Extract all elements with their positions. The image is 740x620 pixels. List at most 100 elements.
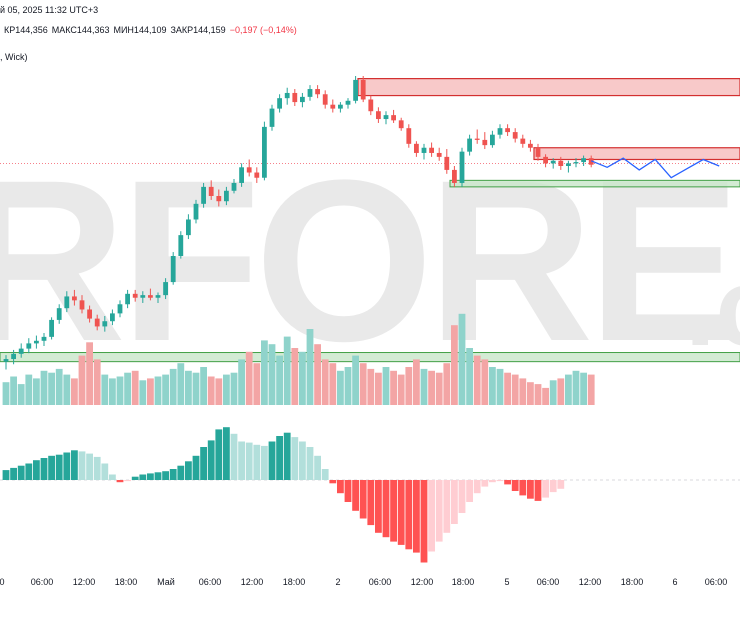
volume-bar — [223, 374, 230, 405]
histogram-bar — [299, 441, 306, 480]
candle — [345, 98, 351, 109]
candle-body — [482, 139, 488, 146]
ohlc-2: МИН144,109 — [113, 25, 167, 35]
candle-body — [490, 134, 495, 146]
candle-body — [292, 92, 298, 103]
candle — [376, 107, 381, 123]
histogram-bar — [542, 480, 549, 498]
volume-bar — [101, 374, 109, 405]
volume-bar — [10, 376, 17, 405]
x-tick-label: 12:00 — [579, 577, 602, 587]
x-tick-label: 18:00 — [452, 577, 475, 587]
candle — [505, 124, 510, 136]
candle — [558, 156, 564, 170]
volume-bar — [344, 367, 352, 405]
candle — [292, 89, 298, 106]
candle-body — [94, 318, 100, 327]
candle-body — [254, 172, 260, 178]
candle — [254, 167, 260, 183]
volume-bar — [17, 384, 25, 405]
histogram-bar — [413, 480, 420, 553]
histogram-bar — [534, 480, 542, 501]
volume-bar — [359, 363, 367, 405]
candle-body — [231, 182, 237, 191]
candle — [262, 121, 267, 181]
candle-body — [34, 340, 39, 344]
histogram-bar — [352, 480, 359, 511]
volume-bar — [397, 374, 405, 405]
candle-body — [208, 186, 214, 196]
histogram-bar — [306, 447, 314, 480]
volume-bar — [352, 355, 359, 405]
volume-bar — [443, 363, 451, 405]
histogram-bar — [48, 455, 55, 480]
volume-bar — [276, 355, 283, 405]
volume-bar — [192, 372, 200, 405]
volume-bar — [587, 374, 595, 405]
candle — [18, 343, 24, 358]
candle-body — [505, 128, 510, 133]
candle — [178, 231, 184, 259]
histogram-bar — [207, 440, 215, 480]
candle-body — [383, 115, 389, 120]
histogram-bar — [489, 480, 496, 483]
candle-body — [528, 143, 533, 148]
candle — [482, 132, 488, 150]
volume-bar — [55, 368, 63, 405]
candle-body — [269, 108, 275, 127]
histogram-bar — [177, 465, 185, 480]
x-tick-label: 18:00 — [115, 577, 138, 587]
ohlc-0: КР144,356 — [4, 25, 48, 35]
candle-body — [307, 89, 313, 97]
histogram-bar — [33, 460, 40, 480]
volume-bar — [238, 359, 245, 405]
x-tick-label: 2 — [335, 577, 340, 587]
histogram-bar — [261, 445, 268, 480]
x-tick-label: 6 — [672, 577, 677, 587]
candle-body — [452, 169, 457, 183]
candle — [353, 76, 358, 104]
header-date: й 05, 2025 11:32 UTC+3 — [0, 5, 99, 15]
candle-body — [26, 343, 32, 349]
candle-body — [3, 359, 9, 362]
candle-body — [201, 186, 206, 204]
candle-body — [102, 321, 108, 327]
candle — [360, 76, 366, 103]
histogram-bar — [390, 480, 397, 542]
candle-body — [56, 308, 62, 320]
histogram-bar — [192, 455, 200, 480]
volume-bar — [169, 368, 177, 405]
volume-bar — [382, 367, 390, 405]
candle-body — [474, 138, 480, 140]
histogram-bar — [71, 450, 78, 480]
candle-body — [376, 111, 381, 120]
candle-body — [550, 160, 556, 164]
candle — [246, 159, 252, 177]
candle-body — [163, 282, 168, 296]
volume-bar — [504, 372, 511, 405]
candle-body — [322, 94, 328, 105]
x-tick-label: 18:00 — [283, 577, 306, 587]
volume-bar — [549, 380, 557, 405]
candle — [49, 317, 54, 340]
candle-body — [117, 304, 123, 314]
candle — [231, 179, 237, 194]
histogram-bar — [557, 480, 565, 489]
candle — [338, 102, 343, 113]
volume-bar — [25, 374, 33, 405]
candle — [26, 338, 32, 354]
candle-body — [64, 296, 70, 309]
candle-body — [535, 147, 541, 157]
candle-body — [125, 293, 130, 305]
watermark: RFOREX — [0, 132, 740, 389]
candle-body — [49, 319, 54, 337]
candle — [414, 141, 419, 157]
volume-bar — [177, 363, 185, 405]
x-tick-label: 12:00 — [73, 577, 96, 587]
header-indicator: , Wick) — [0, 52, 28, 62]
volume-bar — [451, 325, 458, 405]
histogram-bar — [86, 453, 93, 480]
candle-body — [79, 300, 85, 310]
candle-body — [436, 152, 442, 157]
